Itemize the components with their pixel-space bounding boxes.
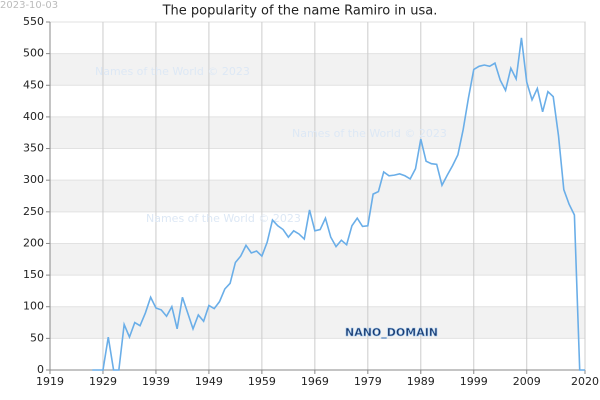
- x-tick-label: 1939: [142, 375, 170, 388]
- x-tick-label: 2020: [571, 375, 599, 388]
- grid-band: [50, 243, 585, 276]
- x-tick-label: 1969: [301, 375, 329, 388]
- y-tick-label: 50: [30, 331, 44, 344]
- date-stamp: 2023-10-03: [0, 0, 58, 11]
- grid-band: [50, 53, 585, 86]
- y-tick-label: 550: [23, 15, 44, 28]
- x-tick-label: 1929: [89, 375, 117, 388]
- y-tick-label: 400: [23, 110, 44, 123]
- grid-band: [50, 116, 585, 149]
- x-tick-label: 1989: [407, 375, 435, 388]
- x-tick-label: 1959: [248, 375, 276, 388]
- x-tick-label: 1979: [354, 375, 382, 388]
- data-line: [92, 37, 585, 371]
- x-tick-label: 1919: [36, 375, 64, 388]
- chart-title: The popularity of the name Ramiro in usa…: [162, 4, 438, 19]
- x-tick-label: 2009: [513, 375, 541, 388]
- y-tick-label: 450: [23, 78, 44, 91]
- watermark: Names of the World © 2023: [292, 127, 447, 140]
- watermark: Names of the World © 2023: [146, 212, 301, 225]
- y-tick-label: 250: [23, 205, 44, 218]
- y-tick-label: 150: [23, 268, 44, 281]
- y-tick-label: 100: [23, 300, 44, 313]
- x-tick-label: 1999: [460, 375, 488, 388]
- y-tick-label: 200: [23, 236, 44, 249]
- y-tick-label: 350: [23, 142, 44, 155]
- y-tick-label: 300: [23, 173, 44, 186]
- domain-label: NANO_DOMAIN: [345, 326, 438, 339]
- y-tick-label: 0: [37, 363, 44, 376]
- grid-band: [50, 306, 585, 339]
- x-tick-label: 1949: [195, 375, 223, 388]
- watermark: Names of the World © 2023: [95, 65, 250, 78]
- grid-band: [50, 180, 585, 212]
- y-tick-label: 500: [23, 47, 44, 60]
